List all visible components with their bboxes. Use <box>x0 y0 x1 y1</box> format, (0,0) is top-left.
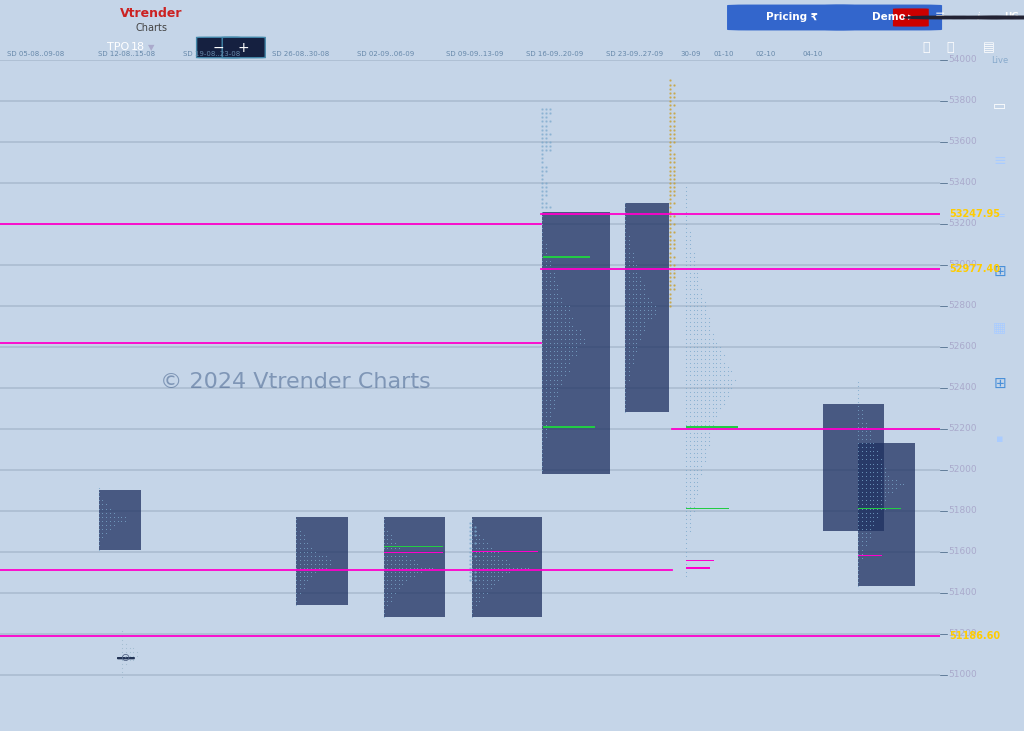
Bar <box>296 517 348 605</box>
Text: 53600: 53600 <box>949 137 978 146</box>
Text: ⊞: ⊞ <box>993 376 1006 390</box>
FancyBboxPatch shape <box>727 4 855 31</box>
Text: Vtrender: Vtrender <box>120 7 183 20</box>
Text: 53200: 53200 <box>949 219 977 228</box>
Text: 53800: 53800 <box>949 96 978 105</box>
Text: 52000: 52000 <box>949 465 977 474</box>
Text: 51200: 51200 <box>949 629 977 638</box>
Text: SD 23-09..27-09: SD 23-09..27-09 <box>606 51 664 57</box>
Text: 51400: 51400 <box>949 588 977 597</box>
Text: Charts: Charts <box>135 23 168 33</box>
Text: 01-10: 01-10 <box>714 51 734 57</box>
Bar <box>686 560 715 561</box>
Text: 52977.40: 52977.40 <box>949 265 999 274</box>
Text: SD 02-09..06-09: SD 02-09..06-09 <box>356 51 414 57</box>
Bar <box>686 567 710 569</box>
Text: SD 12-08..15-08: SD 12-08..15-08 <box>98 51 156 57</box>
Text: SD 26-08..30-08: SD 26-08..30-08 <box>272 51 330 57</box>
Bar <box>472 550 538 552</box>
Text: 04-10: 04-10 <box>803 51 823 57</box>
Circle shape <box>973 16 1024 19</box>
Text: Demo: Demo <box>872 12 906 22</box>
Text: ═: ═ <box>995 210 1004 222</box>
FancyBboxPatch shape <box>197 37 240 58</box>
Text: 51600: 51600 <box>949 547 978 556</box>
Text: SD 05-08..09-08: SD 05-08..09-08 <box>7 51 65 57</box>
Text: 53400: 53400 <box>949 178 977 187</box>
Text: ≡: ≡ <box>935 10 945 23</box>
Text: 💾: 💾 <box>922 41 930 54</box>
Text: SD 16-09..20-09: SD 16-09..20-09 <box>526 51 584 57</box>
Bar <box>822 404 884 531</box>
Text: ▤: ▤ <box>983 41 995 54</box>
Bar <box>686 425 738 428</box>
Text: 54000: 54000 <box>949 56 977 64</box>
Text: TPO: TPO <box>106 42 129 53</box>
Text: ▦: ▦ <box>993 320 1006 334</box>
Text: −: − <box>212 40 224 55</box>
Bar <box>384 545 442 548</box>
Text: ≡: ≡ <box>993 153 1006 168</box>
Text: © 2024 Vtrender Charts: © 2024 Vtrender Charts <box>160 371 430 392</box>
Bar <box>858 508 900 510</box>
Bar <box>384 552 442 553</box>
Text: +: + <box>238 40 250 55</box>
FancyBboxPatch shape <box>824 4 942 31</box>
Circle shape <box>942 16 1014 19</box>
Text: ⊙: ⊙ <box>121 653 131 663</box>
Bar <box>625 203 670 412</box>
Text: 53247.95: 53247.95 <box>949 209 999 219</box>
Text: ▪: ▪ <box>995 433 1004 444</box>
FancyBboxPatch shape <box>222 37 265 58</box>
Text: 53000: 53000 <box>949 260 978 269</box>
Bar <box>686 508 728 510</box>
Text: Pricing ₹: Pricing ₹ <box>766 12 817 22</box>
Text: 52200: 52200 <box>949 424 977 433</box>
Text: 18: 18 <box>131 42 145 53</box>
Text: 51186.60: 51186.60 <box>949 632 999 641</box>
Text: UG: UG <box>1005 12 1019 21</box>
Text: 52600: 52600 <box>949 342 977 352</box>
Text: 52800: 52800 <box>949 301 977 310</box>
Text: 30-09: 30-09 <box>681 51 701 57</box>
Text: ▶: ▶ <box>908 14 913 20</box>
Bar <box>544 256 590 257</box>
Text: 🔖: 🔖 <box>946 41 954 54</box>
Text: ⊞: ⊞ <box>993 264 1006 279</box>
Text: 52400: 52400 <box>949 383 977 393</box>
Bar <box>472 517 543 617</box>
Bar <box>384 517 444 617</box>
Bar <box>858 555 882 556</box>
Bar <box>858 443 914 586</box>
Text: SD 19-08..23-08: SD 19-08..23-08 <box>183 51 240 57</box>
Text: 51800: 51800 <box>949 506 978 515</box>
Text: SD 09-09..13-09: SD 09-09..13-09 <box>446 51 504 57</box>
Text: ▼: ▼ <box>148 43 155 52</box>
Bar <box>544 425 595 428</box>
Text: i: i <box>976 12 980 22</box>
Text: 02-10: 02-10 <box>756 51 776 57</box>
Bar <box>98 491 141 550</box>
Text: ▭: ▭ <box>993 98 1006 112</box>
Text: 51000: 51000 <box>949 670 978 679</box>
Bar <box>543 211 610 474</box>
Text: Live: Live <box>991 56 1008 65</box>
Circle shape <box>904 16 976 19</box>
FancyBboxPatch shape <box>893 8 929 26</box>
